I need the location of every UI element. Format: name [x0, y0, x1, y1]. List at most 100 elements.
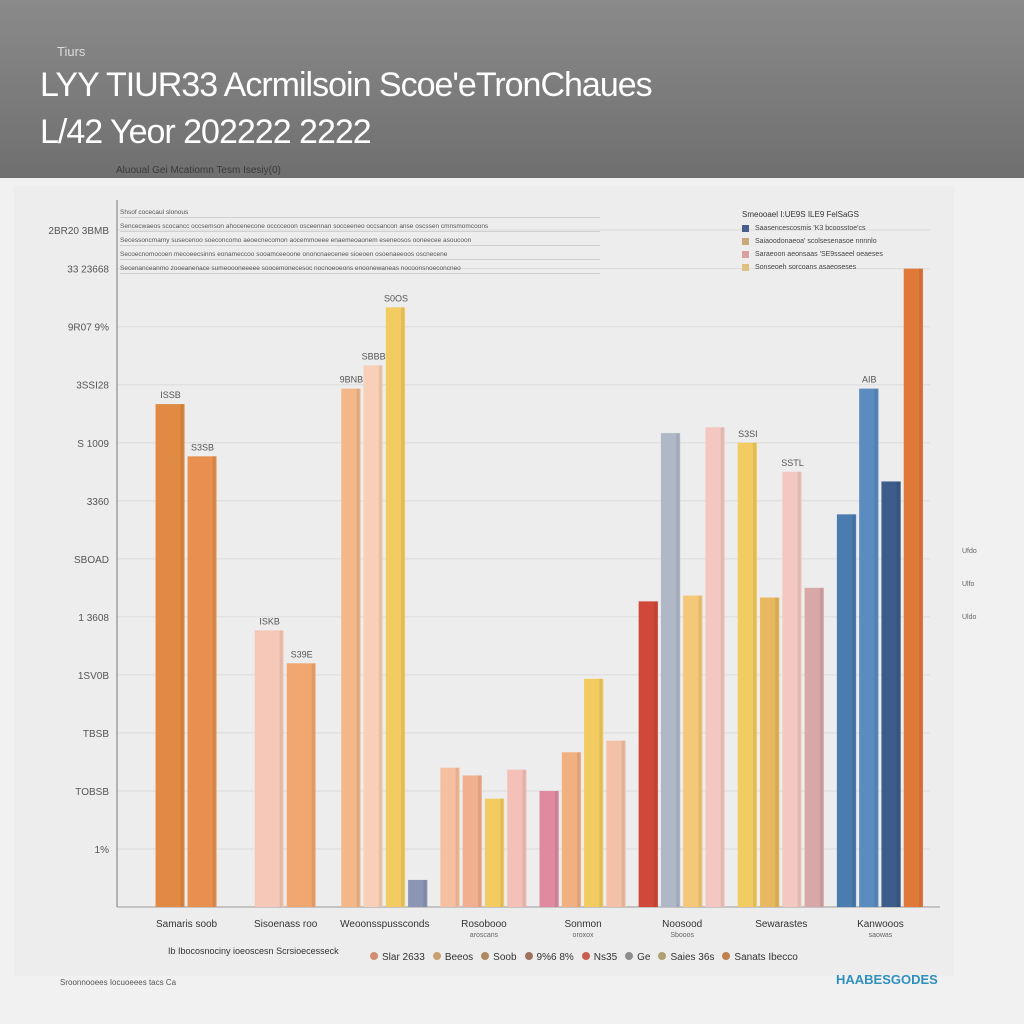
note-line: Shsof cocecaul slonous — [120, 208, 600, 218]
bottom-legend: Slar 2633 Beeos Soob 9%6 8% Ns35 Ge Saie… — [370, 952, 798, 963]
chart-notes: Shsof cocecaul slonous Sencecwaeos scoca… — [120, 208, 600, 278]
chart-caption: Aluoual Gei Mcatiomn Tesm Isesiy(0) — [116, 165, 281, 176]
bar — [408, 879, 428, 907]
gridlines — [117, 229, 930, 850]
legend-dot — [625, 952, 634, 960]
legend-item: Sonseoeh sorcoans asaeoseses — [742, 264, 942, 271]
y-tick-label: 33 23668 — [67, 265, 109, 276]
bar — [859, 388, 879, 907]
bar — [254, 630, 284, 907]
bar — [737, 442, 758, 907]
bar-shade — [522, 769, 526, 907]
bottom-legend-label: Saies 36s — [670, 952, 715, 963]
legend-label: Saiaoodonaeoa' scolsesenasoe nnnnlo — [755, 238, 877, 245]
bar-data-label: 9BNB — [340, 375, 364, 385]
bar — [638, 601, 658, 907]
bottom-legend-label: 9%6 8% — [536, 952, 574, 963]
bottom-legend-item: Sanats Ibecco — [722, 952, 798, 963]
bar — [760, 597, 780, 907]
bottom-legend-item: Ge — [625, 952, 650, 963]
x-tick-sublabel: saowas — [869, 932, 893, 939]
bar-data-label: ISKB — [259, 616, 280, 626]
bar — [286, 663, 316, 907]
x-tick-sublabel: oroxox — [573, 932, 595, 939]
chart-header: Tiurs LYY TIUR33 Acrmilsoin Scoe'eTronCh… — [0, 0, 1024, 178]
footer-note: Sroonnooees Iocuoeees tacs Ca — [60, 978, 177, 987]
legend-swatch — [742, 225, 749, 232]
chart-legend: Smeooael I:UE9S ILE9 FelSaGS Saasencesco… — [742, 210, 942, 277]
bar — [539, 790, 559, 907]
bottom-legend-label: Ns35 — [593, 952, 618, 963]
bottom-legend-item: Soob — [481, 952, 517, 963]
bar-shade — [919, 268, 922, 908]
bar-shade — [698, 595, 702, 907]
bar — [341, 388, 361, 907]
bar — [705, 427, 725, 907]
legend-item: Saiaoodonaeoa' scolsesenasoe nnnnlo — [742, 238, 942, 245]
bar — [155, 404, 185, 907]
note-line: Secenanceanmo zooeanenace sumeoooneeeee … — [120, 264, 600, 274]
legend-swatch — [742, 251, 749, 258]
side-label: Ulfo — [962, 581, 975, 588]
x-tick-label: Kanwooos — [857, 919, 904, 930]
side-labels: Ufdo Ulfo Uldo — [962, 548, 977, 647]
y-tick-label: S 1009 — [77, 439, 109, 450]
y-tick-label: 2BR20 3BMB — [48, 226, 109, 237]
side-label: Uldo — [962, 614, 977, 621]
x-tick-labels: Samaris soob Sisoenass roo Weoonsspusscond… — [156, 919, 904, 939]
bar-shade — [852, 514, 856, 907]
bar-data-label: S3SI — [738, 429, 758, 439]
chart-subtitle: L/42 Yeor 202222 2222 — [40, 113, 372, 151]
y-tick-label: 3SSI28 — [76, 381, 109, 392]
bar-data-labels: ISSB S3SB ISKB S39E 9BNB SBBB S0OS S3SI SSTL AIB — [160, 293, 876, 659]
bar-shade — [797, 471, 801, 907]
header-eyebrow: Tiurs — [57, 44, 86, 59]
bar — [561, 752, 582, 907]
bar-shade — [401, 307, 405, 907]
legend-title: Smeooael I:UE9S ILE9 FelSaGS — [742, 210, 859, 219]
bar — [440, 767, 460, 907]
bar — [385, 307, 406, 907]
bar — [782, 471, 802, 907]
bar-data-label: AIB — [862, 375, 877, 385]
bar-shade — [753, 442, 757, 907]
x-tick-label: Samaris soob — [156, 919, 218, 930]
legend-dot — [524, 952, 533, 960]
bar — [507, 769, 527, 907]
bar-data-label: S0OS — [384, 293, 408, 303]
bar-data-label: SBBB — [362, 351, 386, 361]
bottom-legend-item: Saies 36s — [658, 952, 714, 963]
legend-swatch — [742, 264, 749, 271]
legend-swatch — [742, 238, 749, 245]
x-tick-sublabel: aroscans — [470, 932, 499, 939]
bar-shade — [775, 597, 779, 907]
bottom-legend-item: 9%6 8% — [524, 952, 574, 963]
bar — [660, 433, 681, 907]
brand-logo: HAABESGODES — [836, 972, 938, 987]
legend-dot — [722, 952, 731, 960]
bar-shade — [423, 879, 427, 907]
bar-shade — [180, 404, 184, 907]
bar-shade — [378, 365, 382, 907]
legend-item: Saasencescosmis 'K3 bcoosstoe'cs — [742, 225, 942, 232]
bar-shade — [720, 427, 724, 907]
x-tick-label: Sisoenass roo — [254, 919, 318, 930]
bar — [903, 268, 923, 908]
bar-shade — [676, 433, 680, 907]
bar-data-label: ISSB — [160, 390, 181, 400]
bar — [187, 456, 217, 907]
legend-dot — [658, 952, 667, 960]
y-tick-label: 1SV0B — [78, 671, 109, 682]
bottom-legend-item: Beeos — [432, 952, 473, 963]
legend-dot — [481, 952, 490, 960]
bar-data-label: S39E — [291, 649, 313, 659]
bar — [363, 365, 383, 907]
legend-label: Sonseoeh sorcoans asaeoseses — [755, 264, 857, 271]
bar-data-label: SSTL — [781, 458, 804, 468]
y-tick-labels: 1% TOBSB TBSB 1SV0B 1 3608 SBOAD 3360 S 1009 3SS… — [48, 226, 109, 856]
bar — [804, 587, 824, 907]
x-tick-label: Sewarastes — [755, 919, 807, 930]
bar — [584, 678, 604, 907]
x-tick-label: Weoonsspussconds — [340, 919, 429, 930]
y-tick-label: 9R07 9% — [68, 323, 109, 334]
